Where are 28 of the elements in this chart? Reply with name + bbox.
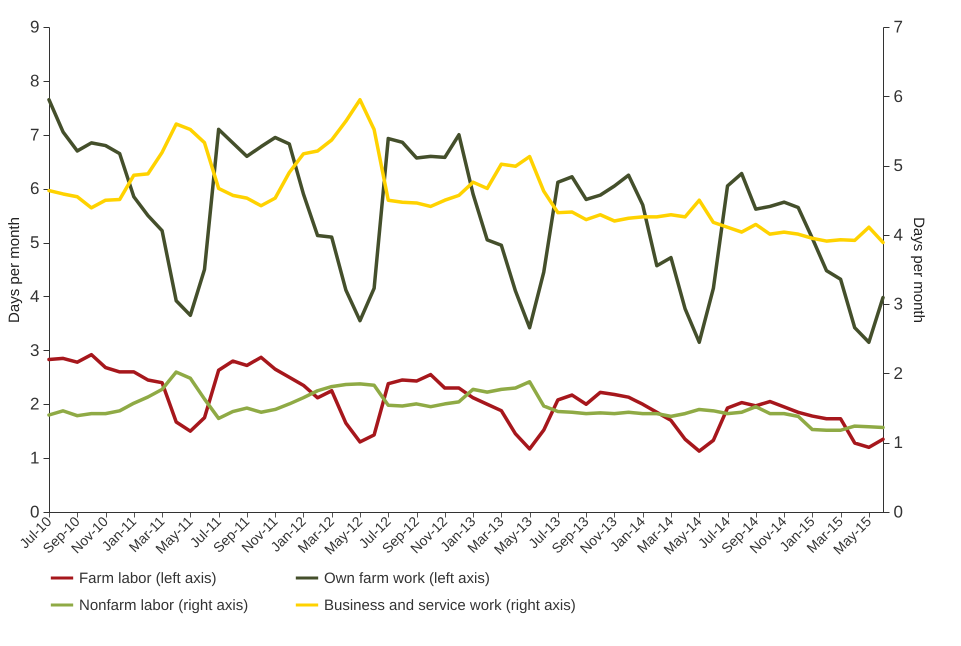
y-tick-label: 8 xyxy=(30,71,40,90)
y2-axis-title: Days per month xyxy=(910,217,927,323)
y2-tick-label: 2 xyxy=(894,364,903,383)
legend-label: Business and service work (right axis) xyxy=(324,597,576,614)
line-series xyxy=(47,370,885,432)
y2-tick-label: 6 xyxy=(894,86,903,106)
y2-tick-label: 1 xyxy=(894,433,903,452)
y2-tick-label: 0 xyxy=(894,502,903,522)
y2-tick-label: 3 xyxy=(894,294,903,314)
legend-label: Nonfarm labor (right axis) xyxy=(79,597,248,614)
y-tick-label: 2 xyxy=(30,394,40,414)
y-tick-label: 7 xyxy=(30,125,40,144)
line-series xyxy=(47,98,885,244)
y-tick-label: 3 xyxy=(30,340,40,360)
y-tick-label: 4 xyxy=(30,286,40,306)
y-tick-label: 0 xyxy=(30,502,40,522)
y2-tick-label: 7 xyxy=(894,18,903,36)
legend-label: Farm labor (left axis) xyxy=(79,570,217,587)
y-tick-label: 1 xyxy=(30,448,40,468)
y-axis-title: Days per month xyxy=(6,217,24,323)
y2-tick-label: 4 xyxy=(894,225,903,244)
y2-tick-label: 5 xyxy=(894,156,903,176)
y-tick-label: 9 xyxy=(30,18,40,36)
legend-label: Own farm work (left axis) xyxy=(324,570,490,587)
y-tick-label: 6 xyxy=(30,179,40,198)
line-series xyxy=(47,352,885,453)
y-tick-label: 5 xyxy=(30,233,40,252)
line-series xyxy=(47,98,885,344)
